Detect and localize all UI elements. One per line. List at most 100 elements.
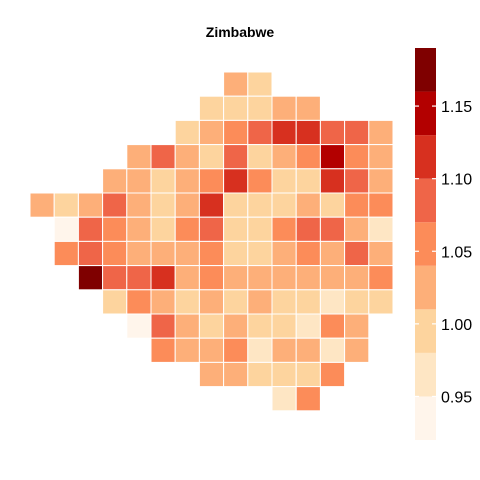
heatmap-cell xyxy=(102,216,128,242)
heatmap-cell xyxy=(150,168,176,194)
heatmap-cell xyxy=(344,168,370,194)
heatmap-cell xyxy=(174,168,200,194)
heatmap-cell xyxy=(198,361,225,388)
heatmap-cell xyxy=(53,216,79,242)
heatmap-cell xyxy=(247,265,273,291)
heatmap-cell xyxy=(174,289,200,315)
heatmap-cell xyxy=(247,119,273,146)
heatmap-cell xyxy=(126,313,152,339)
heatmap-cell xyxy=(53,192,79,218)
heatmap-cell xyxy=(319,192,346,218)
heatmap-cell xyxy=(271,361,297,388)
heatmap-cell xyxy=(295,386,321,412)
heatmap-cell xyxy=(150,337,176,363)
heatmap-cell xyxy=(77,240,104,267)
heatmap-cell xyxy=(247,216,273,242)
colorbar-swatch xyxy=(415,352,436,397)
heatmap-cell xyxy=(198,313,225,339)
heatmap-cell xyxy=(247,192,273,218)
heatmap-cell xyxy=(344,313,370,339)
heatmap-cell xyxy=(150,144,176,170)
colorbar-tick-labels: 0.95 1.00 1.05 1.10 1.15 xyxy=(441,99,472,406)
heatmap-cell xyxy=(368,240,394,267)
heatmap-cell xyxy=(295,168,321,194)
heatmap-cell xyxy=(223,95,249,121)
heatmap-cell xyxy=(223,313,249,339)
heatmap-cell xyxy=(368,216,394,242)
heatmap-cell xyxy=(344,289,370,315)
heatmap-cell xyxy=(368,144,394,170)
heatmap-cell xyxy=(150,192,176,218)
heatmap-cell xyxy=(223,240,249,267)
heatmap-cell xyxy=(319,240,346,267)
colorbar-tick-label: 1.00 xyxy=(441,317,472,334)
heatmap-cell xyxy=(319,337,346,363)
heatmap-cell xyxy=(223,216,249,242)
heatmap-cell xyxy=(295,337,321,363)
heatmap-cell xyxy=(295,119,321,146)
heatmap-cell xyxy=(368,289,394,315)
heatmap-cell xyxy=(271,313,297,339)
heatmap-cell xyxy=(174,337,200,363)
colorbar-tick-label: 1.05 xyxy=(441,244,472,261)
heatmap-cell xyxy=(223,119,249,146)
heatmap-cell xyxy=(368,192,394,218)
colorbar-swatch xyxy=(415,91,436,136)
heatmap-cell xyxy=(174,265,200,291)
heatmap-cell xyxy=(150,216,176,242)
heatmap-cell xyxy=(150,313,176,339)
heatmap-cell xyxy=(174,216,200,242)
heatmap-cell xyxy=(150,240,176,267)
heatmap-cell xyxy=(126,144,152,170)
heatmap-cell xyxy=(126,265,152,291)
heatmap-cell xyxy=(223,144,249,170)
heatmap-cell xyxy=(247,289,273,315)
heatmap-cell xyxy=(319,265,346,291)
heatmap-cell xyxy=(344,265,370,291)
heatmap-cell xyxy=(271,192,297,218)
heatmap-cell xyxy=(29,192,55,218)
heatmap-cell xyxy=(102,168,128,194)
heatmap-cell xyxy=(77,192,104,218)
heatmap-cells xyxy=(29,71,394,412)
heatmap-cell xyxy=(247,144,273,170)
heatmap-cell xyxy=(295,265,321,291)
colorbar-swatch xyxy=(415,178,436,223)
heatmap-cell xyxy=(174,119,200,146)
heatmap-cell xyxy=(271,95,297,121)
heatmap-cell xyxy=(247,95,273,121)
heatmap-cell xyxy=(247,168,273,194)
heatmap-cell xyxy=(198,119,225,146)
heatmap-cell xyxy=(271,216,297,242)
heatmap-cell xyxy=(295,144,321,170)
heatmap-cell xyxy=(53,240,79,267)
heatmap-cell xyxy=(198,95,225,121)
heatmap-cell xyxy=(344,216,370,242)
heatmap-cell xyxy=(344,192,370,218)
heatmap-cell xyxy=(319,144,346,170)
heatmap-cell xyxy=(271,337,297,363)
heatmap-cell xyxy=(344,337,370,363)
heatmap-cell xyxy=(174,192,200,218)
heatmap-cell xyxy=(223,337,249,363)
heatmap-cell xyxy=(126,168,152,194)
colorbar-swatch xyxy=(415,48,436,92)
heatmap-cell xyxy=(271,144,297,170)
heatmap-cell xyxy=(368,119,394,146)
heatmap-cell xyxy=(174,144,200,170)
heatmap-cell xyxy=(344,240,370,267)
heatmap-cell xyxy=(295,361,321,388)
heatmap-cell xyxy=(295,95,321,121)
heatmap-cell xyxy=(198,192,225,218)
heatmap-cell xyxy=(102,265,128,291)
colorbar-ticks xyxy=(415,105,436,398)
heatmap-cell xyxy=(102,289,128,315)
colorbar-swatch xyxy=(415,396,436,440)
heatmap-cell xyxy=(247,71,273,97)
heatmap-cell xyxy=(295,216,321,242)
heatmap-cell xyxy=(198,168,225,194)
heatmap-cell xyxy=(223,168,249,194)
heatmap-cell xyxy=(223,192,249,218)
heatmap-cell xyxy=(319,216,346,242)
